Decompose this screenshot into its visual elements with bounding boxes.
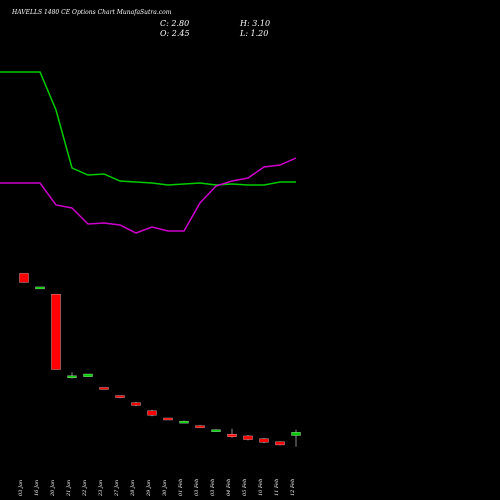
candle-body xyxy=(147,410,157,416)
x-tick-label: 03 Feb xyxy=(194,479,200,496)
candle-body xyxy=(291,432,301,436)
candle-8 xyxy=(131,401,141,407)
candle-15 xyxy=(243,435,253,441)
candle-body xyxy=(211,429,221,432)
x-tick-label: 10 Feb xyxy=(258,479,264,496)
candle-2 xyxy=(35,286,45,290)
x-tick-label: 01 Feb xyxy=(178,479,184,496)
candle-body xyxy=(35,286,45,290)
candle-body xyxy=(259,438,269,443)
x-tick-label: 16 Jan xyxy=(34,480,40,496)
candlestick-series xyxy=(19,273,301,447)
chart-title: HAVELLS 1480 CE Options Chart MunafaSutr… xyxy=(11,9,172,16)
x-tick-label: 30 Jan xyxy=(162,480,168,496)
candle-11 xyxy=(179,420,189,424)
x-tick-label: 23 Jan xyxy=(98,480,104,497)
candle-body xyxy=(67,375,77,378)
x-tick-label: 04 Feb xyxy=(226,479,232,496)
candle-10 xyxy=(163,417,173,421)
x-tick-label: 05 Feb xyxy=(242,479,248,496)
x-tick-label: 22 Jan xyxy=(82,480,88,497)
ma-line-2 xyxy=(0,157,297,234)
candle-body xyxy=(51,293,61,370)
candle-16 xyxy=(259,437,269,444)
candle-7 xyxy=(115,395,125,399)
moving-average-lines xyxy=(0,71,297,234)
candle-body xyxy=(275,441,285,446)
x-tick-label: 20 Jan xyxy=(50,480,56,497)
candle-12 xyxy=(195,425,205,428)
candle-13 xyxy=(211,429,221,432)
candle-body xyxy=(195,425,205,428)
x-tick-label: 29 Jan xyxy=(146,480,152,497)
candle-14 xyxy=(227,428,237,438)
ma-line-1 xyxy=(0,71,296,186)
x-tick-label: 21 Jan xyxy=(66,480,72,497)
candle-5 xyxy=(83,373,93,377)
close-value: C: 2.80 xyxy=(160,19,189,28)
candle-9 xyxy=(147,409,157,417)
candle-body xyxy=(83,373,93,377)
candle-body xyxy=(179,420,189,424)
candle-body xyxy=(19,273,29,283)
candle-18 xyxy=(291,429,301,447)
candle-body xyxy=(115,395,125,398)
candle-body xyxy=(227,433,237,437)
candle-17 xyxy=(275,441,285,446)
candle-body xyxy=(163,417,173,421)
low-value: L: 1.20 xyxy=(239,29,268,38)
x-tick-label: 11 Feb xyxy=(274,479,280,496)
high-value: H: 3.10 xyxy=(239,19,270,28)
candle-4 xyxy=(67,372,77,379)
candle-6 xyxy=(99,387,109,390)
candle-body xyxy=(243,435,253,440)
candle-1 xyxy=(19,273,29,283)
x-tick-label: 03 Jan xyxy=(18,480,24,496)
candle-3 xyxy=(51,293,61,370)
x-tick-label: 12 Feb xyxy=(290,479,296,496)
candle-body xyxy=(99,387,109,390)
x-tick-label: 03 Feb xyxy=(210,479,216,496)
x-tick-label: 27 Jan xyxy=(114,480,120,497)
candle-body xyxy=(131,402,141,406)
x-tick-label: 28 Jan xyxy=(130,480,136,497)
open-value: O: 2.45 xyxy=(160,29,190,38)
x-axis-labels: 03 Jan 16 Jan 20 Jan 21 Jan 22 Jan 23 Jan 27 J… xyxy=(18,479,296,497)
